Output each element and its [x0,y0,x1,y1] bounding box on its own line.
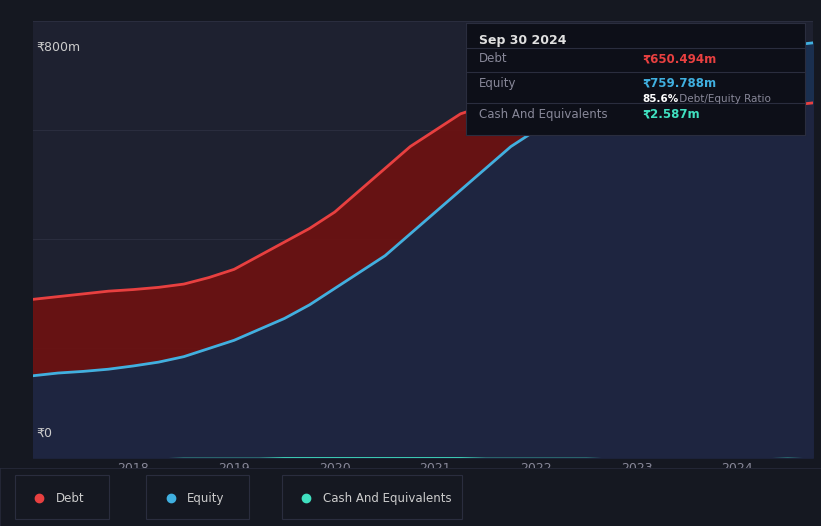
Bar [15,475,109,519]
Text: ₹800m: ₹800m [37,41,80,54]
Text: Debt: Debt [56,492,85,505]
Bar [146,475,249,519]
Text: ₹0: ₹0 [37,427,53,440]
Bar [282,475,462,519]
Text: Cash And Equivalents: Cash And Equivalents [323,492,452,505]
Text: Equity: Equity [187,492,225,505]
